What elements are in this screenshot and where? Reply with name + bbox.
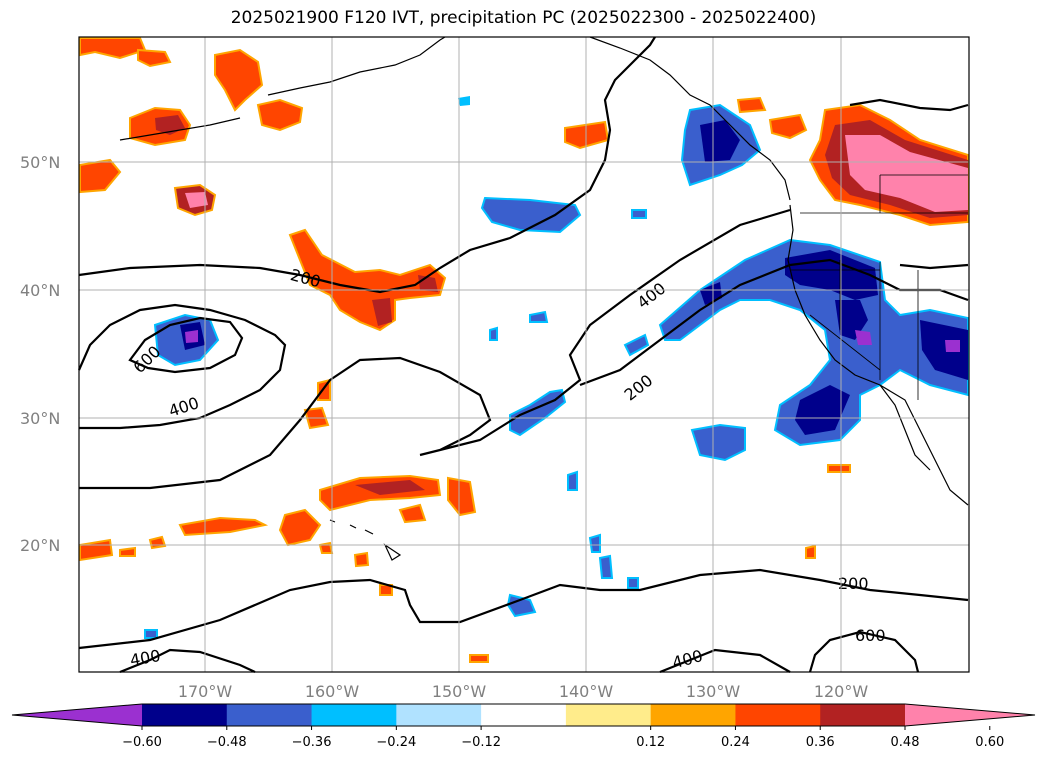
ivt-contour	[128, 316, 244, 374]
precip-patch-positive	[214, 48, 264, 112]
coastline-alaska	[267, 36, 446, 96]
colorbar-tick-label: −0.12	[461, 735, 501, 750]
precip-patch-positive	[372, 298, 392, 326]
precip-patch-negative	[623, 333, 650, 357]
ivt-contour	[808, 630, 920, 673]
colorbar-segment	[142, 704, 228, 726]
lat-label: 50°N	[20, 153, 60, 172]
lon-label: 140°W	[559, 682, 614, 701]
precip-patch-positive	[79, 158, 122, 194]
ivt-contour	[659, 648, 791, 674]
precip-patch-positive	[447, 476, 477, 517]
colorbar-tick-label: −0.60	[122, 735, 162, 750]
lat-label: 20°N	[20, 536, 60, 555]
colorbar-tick-label: −0.48	[207, 735, 247, 750]
precip-patch-negative	[598, 554, 614, 579]
lon-label: 170°W	[178, 682, 233, 701]
precip-patch-negative	[567, 470, 578, 491]
precip-patch-positive	[137, 48, 172, 68]
precip-patch-positive	[185, 192, 208, 208]
colorbar-extend-low	[12, 704, 142, 726]
precip-patch-positive	[256, 98, 304, 132]
ivt-contours	[77, 36, 969, 674]
lon-label: 120°W	[814, 682, 869, 701]
ivt-contour	[77, 303, 287, 430]
precip-patch-negative	[835, 300, 868, 340]
precip-patch-negative	[144, 629, 158, 639]
colorbar-tick-label: 0.12	[636, 735, 665, 750]
ivt-contour	[849, 98, 969, 112]
lon-label: 130°W	[686, 682, 741, 701]
precip-patch-negative	[480, 196, 582, 234]
colorbar-tick-label: 0.36	[806, 735, 835, 750]
ivt-contour	[78, 36, 656, 294]
coastline-aleutians	[119, 117, 241, 141]
precip-patch-positive	[278, 508, 322, 547]
border-states	[790, 260, 919, 400]
gridlines	[79, 37, 969, 672]
precip-patch-negative	[631, 209, 647, 219]
colorbar-tick-label: −0.24	[376, 735, 416, 750]
precip-patch-negative	[945, 340, 960, 352]
colorbar-segment	[565, 704, 652, 726]
colorbar-segment	[650, 704, 736, 726]
map-title: 2025021900 F120 IVT, precipitation PC (2…	[230, 8, 817, 28]
colorbar-extend-high	[905, 704, 1035, 726]
lon-label: 150°W	[432, 682, 487, 701]
ivt-contour	[79, 208, 791, 490]
precip-patch-positive	[398, 503, 427, 524]
precip-patch-positive	[353, 551, 370, 568]
precip-patch-negative	[185, 330, 198, 343]
precip-patch-negative	[529, 310, 549, 323]
precip-patch-positive	[79, 37, 147, 60]
precip-patch-positive	[148, 535, 167, 550]
precip-patch-positive	[178, 516, 269, 537]
precip-patch-positive	[827, 464, 851, 473]
colorbar: −0.60 −0.48 −0.36 −0.24 −0.12 0.12 0.24 0.36 0.4…	[11, 703, 1036, 750]
precip-patch-positive	[469, 654, 489, 663]
lon-label: 160°W	[305, 682, 360, 701]
precip-patch-negative	[700, 120, 740, 162]
precip-patch-positive	[355, 480, 425, 495]
ivt-contour-label: 200	[838, 574, 869, 593]
precip-patch-positive	[736, 96, 767, 114]
ivt-contour	[899, 263, 969, 270]
precip-patch-negative	[855, 330, 872, 345]
precip-patch-positive	[845, 135, 968, 212]
colorbar-segment	[820, 704, 906, 726]
precip-patch-negative	[458, 96, 470, 106]
precip-patch-negative	[920, 320, 968, 380]
precip-patch-negative	[489, 326, 498, 341]
precip-patch-negative	[588, 533, 601, 553]
ivt-contour-label: 600	[855, 626, 886, 645]
colorbar-segment	[311, 704, 397, 726]
border-provinces	[879, 174, 968, 213]
colorbar-tick-label: 0.24	[721, 735, 750, 750]
colorbar-tick-label: −0.36	[292, 735, 332, 750]
map-frame	[78, 36, 970, 673]
colorbar-segment	[735, 704, 821, 726]
lat-label: 40°N	[20, 281, 60, 300]
coastline-baja	[879, 384, 931, 471]
ivt-contour	[78, 568, 969, 650]
colorbar-tick-label: 0.60	[975, 735, 1004, 750]
colorbar-segment	[396, 704, 482, 726]
colorbar-tick-label: 0.48	[891, 735, 920, 750]
ivt-contour	[119, 648, 256, 674]
precip-patch-negative	[627, 577, 639, 589]
precip-patch-negative	[795, 385, 850, 435]
colorbar-segment	[481, 704, 567, 726]
precip-patch-positive	[805, 544, 816, 559]
precip-patch-negative	[690, 423, 746, 462]
colorbar-segment	[226, 704, 313, 726]
precip-patch-positive	[288, 228, 447, 332]
lat-label: 30°N	[20, 409, 60, 428]
precip-patch-positive	[768, 113, 808, 140]
precip-patch-positive	[119, 546, 136, 557]
